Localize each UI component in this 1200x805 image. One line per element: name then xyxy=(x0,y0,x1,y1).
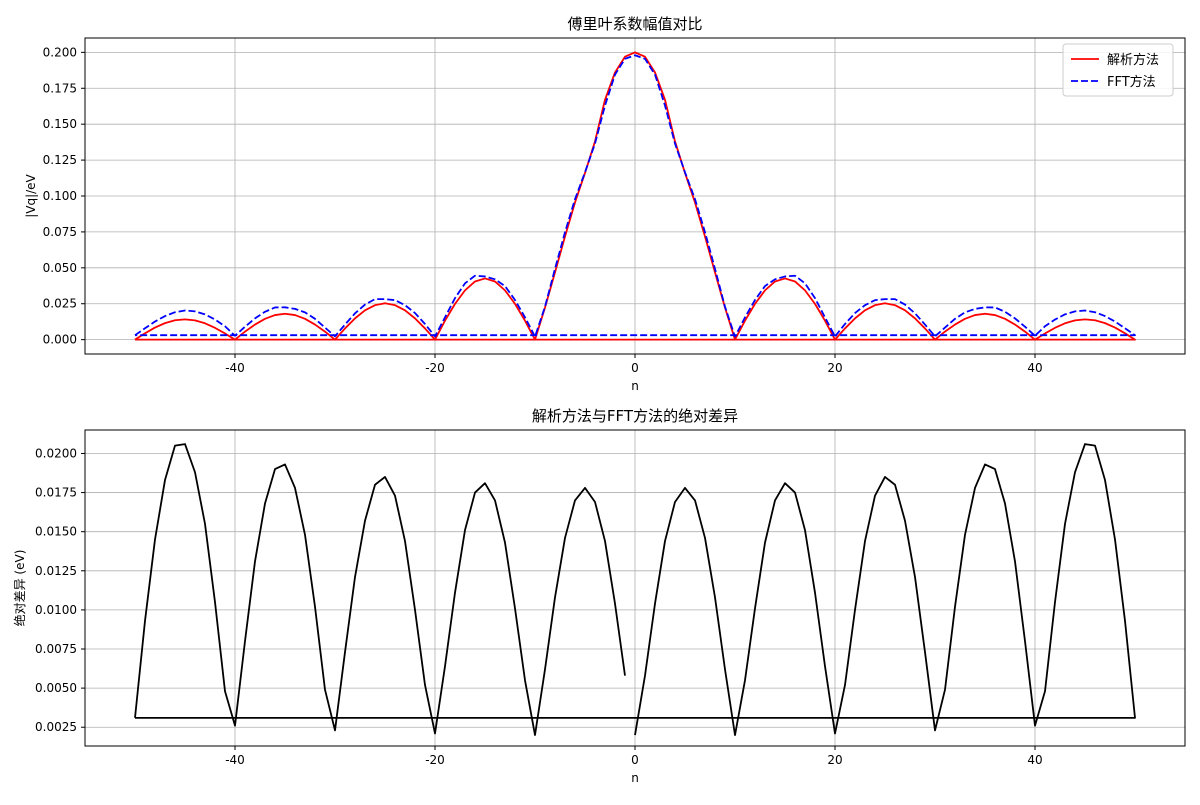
x-axis-label: n xyxy=(631,771,639,785)
x-tick-label: 20 xyxy=(827,361,842,375)
x-tick-label: -20 xyxy=(425,753,445,767)
y-tick-label: 0.0025 xyxy=(35,720,77,734)
series-line-2 xyxy=(135,443,1136,736)
x-tick-label: -40 xyxy=(225,361,245,375)
x-tick-label: 0 xyxy=(631,361,639,375)
y-tick-label: 0.125 xyxy=(43,153,77,167)
y-tick-label: 0.0175 xyxy=(35,486,77,500)
chart-title: 傅里叶系数幅值对比 xyxy=(567,15,702,33)
legend-label: FFT方法 xyxy=(1107,74,1156,90)
y-tick-label: 0.150 xyxy=(43,117,77,131)
x-tick-label: -40 xyxy=(225,753,245,767)
series-line-1 xyxy=(134,443,626,736)
y-tick-label: 0.0050 xyxy=(35,681,77,695)
y-tick-label: 0.0125 xyxy=(35,564,77,578)
y-axis-label: 绝对差异 (eV) xyxy=(12,550,27,627)
y-tick-label: 0.0100 xyxy=(35,603,77,617)
x-axis-label: n xyxy=(631,379,639,393)
y-tick-label: 0.175 xyxy=(43,81,77,95)
y-axis-label: |Vq|/eV xyxy=(24,173,38,217)
y-tick-label: 0.025 xyxy=(43,297,77,311)
series-line-解析方法 xyxy=(134,51,1136,341)
y-tick-label: 0.075 xyxy=(43,225,77,239)
x-tick-label: -20 xyxy=(425,361,445,375)
y-tick-label: 0.0200 xyxy=(35,446,77,460)
y-tick-label: 0.000 xyxy=(43,333,77,347)
x-tick-label: 40 xyxy=(1027,753,1042,767)
legend-label: 解析方法 xyxy=(1107,52,1159,68)
x-tick-label: 20 xyxy=(827,753,842,767)
chart-1: -40 -20 0 20 40 0.000 0.025 0.050 0.075 0.100 0.12… xyxy=(24,15,1186,393)
y-tick-label: 0.0075 xyxy=(35,642,77,656)
chart-title: 解析方法与FFT方法的绝对差异 xyxy=(532,407,738,425)
x-tick-label: 40 xyxy=(1027,361,1042,375)
y-tick-label: 0.100 xyxy=(43,189,77,203)
x-tick-label: 0 xyxy=(631,753,639,767)
series-line-FFT方法 xyxy=(134,54,1136,338)
y-tick-label: 0.200 xyxy=(43,45,77,59)
y-tick-label: 0.0150 xyxy=(35,525,77,539)
chart-2: -40 -20 0 20 40 0.0025 0.0050 0.0075 0.0100 0.012… xyxy=(12,407,1186,785)
legend-box xyxy=(1062,43,1174,97)
y-tick-label: 0.050 xyxy=(43,261,77,275)
legend: 解析方法 FFT方法 xyxy=(1062,43,1174,97)
